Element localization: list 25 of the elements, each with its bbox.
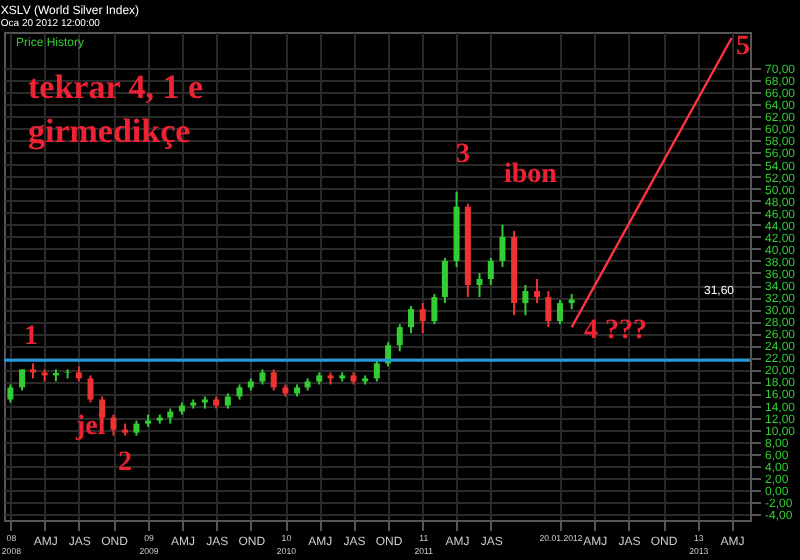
candlestick — [557, 299, 564, 326]
candlestick — [396, 323, 403, 353]
candlestick — [87, 374, 94, 404]
candlestick — [534, 278, 541, 305]
candlestick — [522, 284, 529, 317]
annotation: 5 — [736, 32, 750, 62]
candlestick — [419, 302, 426, 335]
annotation: tekrar 4, 1 e girmedikçe — [28, 68, 204, 151]
candlestick — [19, 368, 26, 392]
candlestick — [441, 256, 448, 305]
candlestick — [545, 290, 552, 329]
candlestick — [487, 256, 494, 287]
annotation: 4 ??? — [584, 316, 647, 346]
candlestick — [270, 368, 277, 392]
annotation: 2 — [118, 448, 132, 478]
candlestick — [373, 359, 380, 383]
candlestick — [431, 293, 438, 326]
annotation: ibon — [504, 160, 558, 190]
candlestick — [408, 305, 415, 335]
annotation: 1 — [24, 322, 38, 352]
candlestick — [110, 413, 117, 437]
candlestick — [476, 271, 483, 299]
candlestick — [7, 383, 14, 404]
candlestick — [499, 223, 506, 268]
annotation: 3 — [456, 140, 470, 170]
